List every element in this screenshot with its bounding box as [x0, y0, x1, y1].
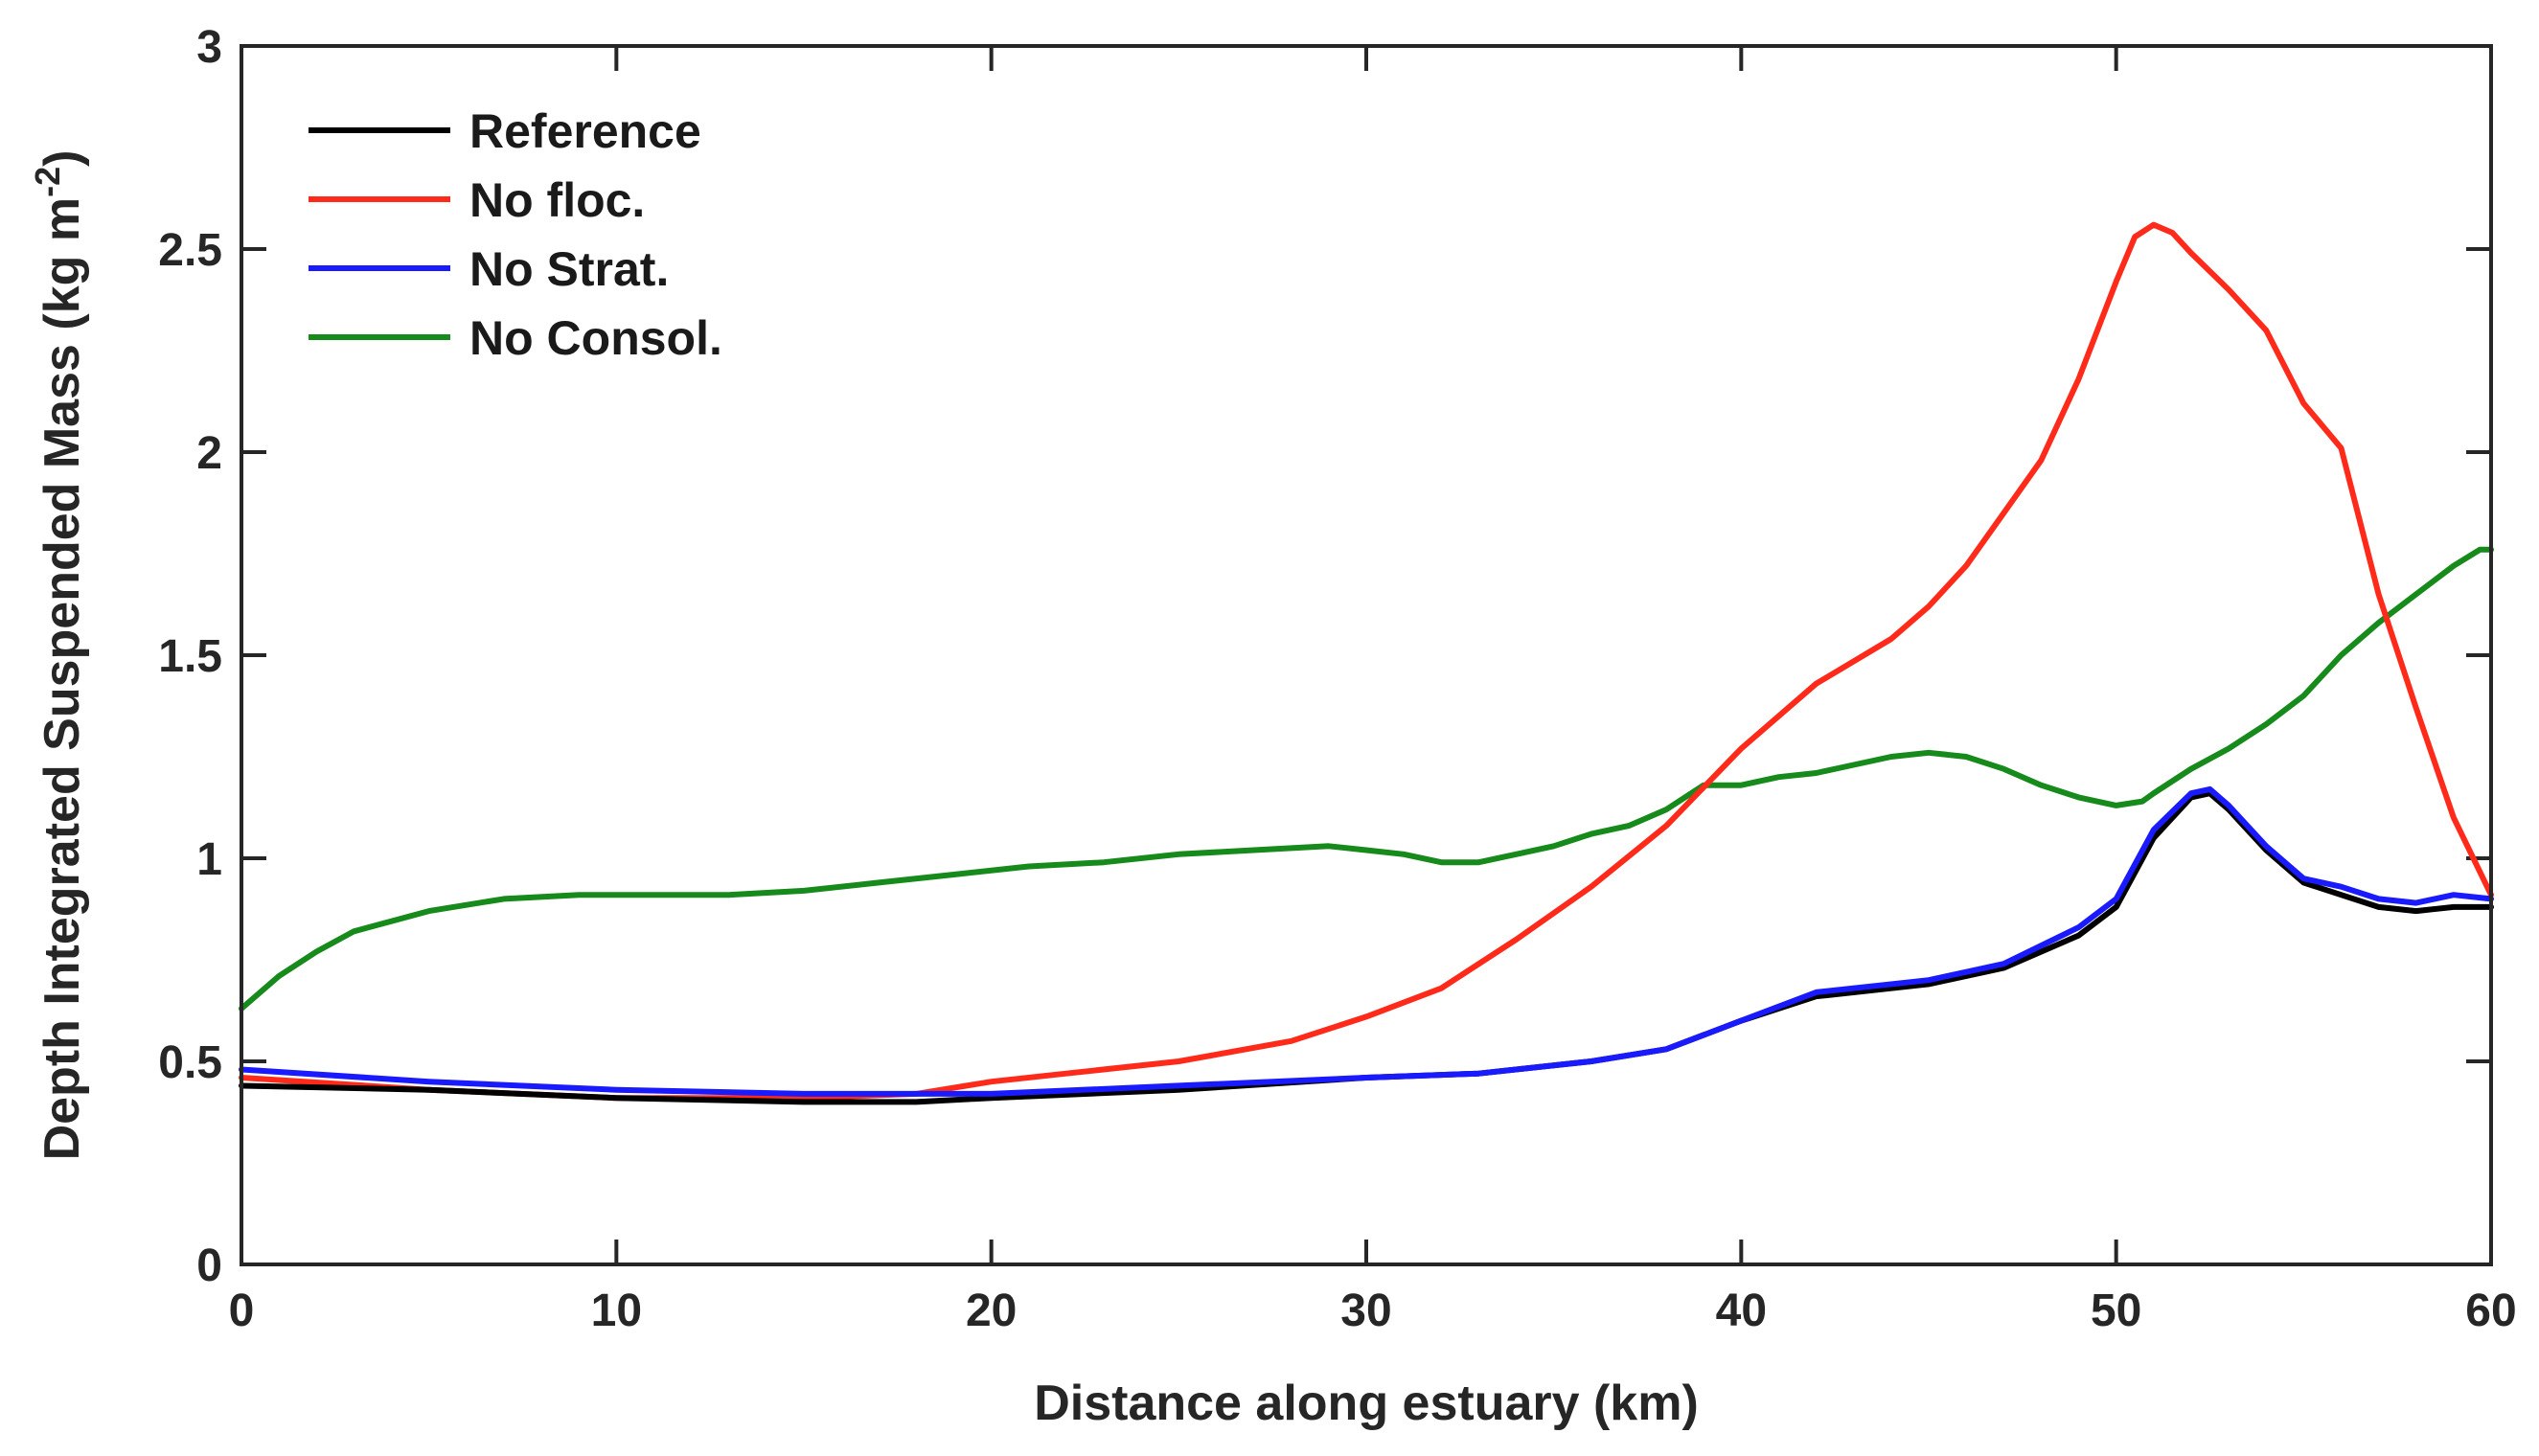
y-tick-label: 1	[196, 834, 222, 885]
series-line-no-strat	[239, 785, 2494, 1097]
x-tick-label: 40	[1716, 1285, 1767, 1336]
y-tick-label: 0.5	[158, 1037, 222, 1088]
legend: Reference No floc. No Strat. No Consol.	[309, 104, 722, 365]
legend-label-reference: Reference	[469, 104, 701, 158]
y-tick-label: 2	[196, 428, 222, 479]
y-axis-label-end: )	[34, 150, 90, 167]
plot-area	[241, 46, 2491, 1264]
x-tick-label: 0	[229, 1285, 255, 1336]
y-axis-label-main: Depth Integrated Suspended Mass (kg m	[34, 197, 90, 1161]
x-tick-label: 20	[966, 1285, 1017, 1336]
x-tick-label: 50	[2091, 1285, 2141, 1336]
series-layer	[239, 221, 2494, 1105]
y-tick-label: 3	[196, 22, 222, 73]
x-tick-label: 30	[1340, 1285, 1391, 1336]
labels-layer: 0 10 20 30 40 50 60 0 0.5 1 1.5 2 2.5 3	[158, 22, 2516, 1336]
x-tick-label: 60	[2465, 1285, 2516, 1336]
y-axis-label: Depth Integrated Suspended Mass (kg m-2)	[28, 150, 90, 1161]
y-axis-label-sup: -2	[28, 167, 67, 197]
legend-label-no-strat: No Strat.	[469, 242, 669, 296]
plot-frame	[240, 44, 2493, 1266]
y-tick-label: 1.5	[158, 631, 222, 682]
y-tick-label: 2.5	[158, 225, 222, 276]
series-line-no-floc	[239, 221, 2494, 1102]
x-axis-label: Distance along estuary (km)	[1034, 1376, 1699, 1431]
series-line-reference	[239, 790, 2494, 1105]
x-tick-label: 10	[591, 1285, 642, 1336]
legend-label-no-consol: No Consol.	[469, 311, 722, 365]
series-line-no-consol	[239, 546, 2494, 1012]
y-tick-label: 0	[196, 1240, 222, 1291]
legend-label-no-floc: No floc.	[469, 173, 645, 227]
